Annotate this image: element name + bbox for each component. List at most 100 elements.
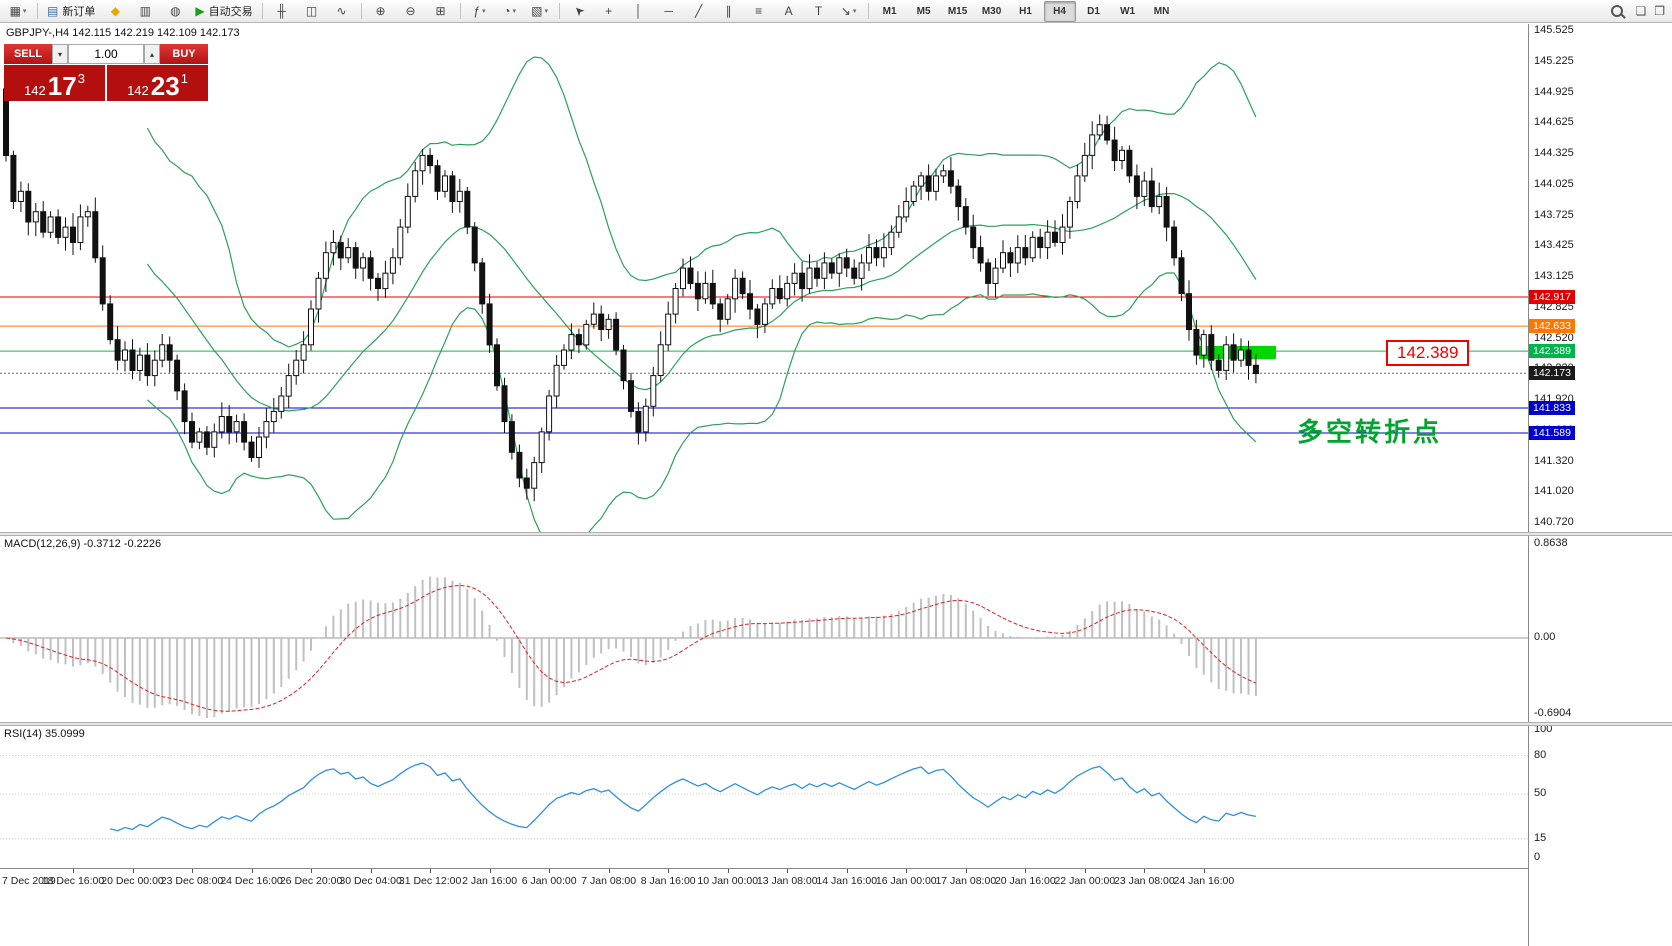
cursor-button[interactable]: ➤ bbox=[565, 1, 593, 22]
volume-increase-button[interactable]: ▴ bbox=[144, 44, 160, 64]
tf-m15-button[interactable]: M15 bbox=[942, 1, 974, 22]
time-axis-label: 20 Dec 00:00 bbox=[101, 875, 164, 887]
tf-h4-button[interactable]: H4 bbox=[1043, 0, 1076, 22]
price-axis[interactable]: 145.525 145.225 144.925 144.625 144.325 144.0… bbox=[1528, 24, 1672, 946]
symbol-ohlc-label: GBPJPY-,H4 142.115 142.219 142.109 142.1… bbox=[6, 27, 240, 39]
new-chart-button[interactable]: ▦ ▾ bbox=[4, 1, 32, 22]
crosshair-icon: + bbox=[605, 4, 613, 18]
templates-button[interactable]: ▧ ▾ bbox=[526, 1, 554, 22]
periods-button[interactable]: ◔ ▾ bbox=[496, 1, 524, 22]
time-axis-label: 30 Dec 04:00 bbox=[339, 875, 402, 887]
arrows-dropdown-icon[interactable]: ▾ bbox=[852, 8, 857, 15]
text-label-button[interactable]: T bbox=[805, 1, 833, 22]
tf-m1-button[interactable]: M1 bbox=[874, 1, 906, 22]
tf-d1-button[interactable]: D1 bbox=[1078, 1, 1110, 22]
rsi-axis-label: 15 bbox=[1534, 832, 1547, 844]
vertical-line-button[interactable]: │ bbox=[625, 1, 653, 22]
horizontal-line-button[interactable]: ─ bbox=[655, 1, 683, 22]
time-axis-tick bbox=[906, 869, 908, 873]
new-order-label: 新订单 bbox=[62, 6, 96, 18]
buy-price-display[interactable]: 142 23 1 bbox=[107, 65, 208, 101]
crosshair-button[interactable]: + bbox=[595, 1, 623, 22]
indicators-list-dropdown-icon[interactable]: ▾ bbox=[482, 8, 486, 15]
volume-decrease-button[interactable]: ▾ bbox=[52, 44, 68, 64]
arrows-button[interactable]: ↘ ▾ bbox=[835, 1, 863, 22]
price-axis-label: 143.425 bbox=[1534, 239, 1574, 252]
tf-m5-button[interactable]: M5 bbox=[908, 1, 940, 22]
rsi-axis-label: 100 bbox=[1534, 723, 1553, 735]
tf-w1-button[interactable]: W1 bbox=[1112, 1, 1144, 22]
time-axis-label: 20 Jan 16:00 bbox=[994, 875, 1056, 887]
time-axis-tick bbox=[311, 869, 313, 873]
volume-input[interactable] bbox=[68, 44, 144, 64]
window-cascade-icon[interactable]: ❏ bbox=[1635, 4, 1647, 18]
candlestick-chart[interactable] bbox=[0, 24, 1528, 551]
window-tile-icon[interactable]: ❐ bbox=[1654, 4, 1665, 18]
macd-panel[interactable] bbox=[0, 536, 1528, 727]
templates-dropdown-icon[interactable]: ▾ bbox=[544, 8, 548, 15]
time-axis-label: 8 Jan 16:00 bbox=[640, 875, 696, 887]
time-axis-tick bbox=[1025, 869, 1027, 873]
time-axis[interactable]: 7 Dec 2019 18 Dec 16:00 20 Dec 00:00 23 Dec… bbox=[0, 868, 1528, 946]
rsi-panel[interactable] bbox=[0, 726, 1528, 873]
tf-m5-label: M5 bbox=[916, 5, 931, 17]
toolbar-separator bbox=[558, 3, 560, 19]
mql5-community-icon: ◆ bbox=[110, 4, 120, 18]
tf-m30-button[interactable]: M30 bbox=[976, 1, 1008, 22]
turning-point-note[interactable]: 多空转折点 bbox=[1297, 417, 1443, 447]
time-axis-label: 17 Jan 08:00 bbox=[935, 875, 997, 887]
tf-h1-button[interactable]: H1 bbox=[1010, 1, 1042, 22]
new-chart-dropdown-icon[interactable]: ▾ bbox=[22, 8, 27, 15]
fibonacci-retracement-button[interactable]: ≡ bbox=[745, 1, 773, 22]
time-axis-label: 23 Jan 08:00 bbox=[1114, 875, 1175, 887]
search-icon[interactable] bbox=[1611, 5, 1624, 17]
bar-chart-mode-button[interactable]: ╫ bbox=[268, 1, 296, 22]
price-axis-label: 144.025 bbox=[1534, 177, 1574, 190]
text-button[interactable]: A bbox=[775, 1, 803, 22]
tf-d1-label: D1 bbox=[1087, 5, 1100, 17]
time-axis-tick bbox=[727, 869, 729, 873]
zoom-in-button[interactable]: ⊕ bbox=[367, 1, 395, 22]
tile-windows-button[interactable]: ⊞ bbox=[427, 1, 455, 22]
candlestick-mode-button[interactable]: ◫ bbox=[298, 1, 326, 22]
sell-price-display[interactable]: 142 17 3 bbox=[4, 65, 105, 101]
mql5-community-button[interactable]: ◆ bbox=[101, 1, 129, 22]
equidistant-channel-button[interactable]: ∥ bbox=[715, 1, 743, 22]
time-axis-tick bbox=[1144, 869, 1146, 873]
buy-price-big: 23 bbox=[150, 70, 180, 101]
indicators-list-button[interactable]: ƒ ▾ bbox=[466, 1, 494, 22]
candlestick-mode-icon: ◫ bbox=[305, 4, 318, 18]
toolbar-separator bbox=[459, 3, 461, 19]
price-axis-label: 142.520 bbox=[1534, 331, 1574, 344]
trendline-button[interactable]: ╱ bbox=[685, 1, 713, 22]
line-chart-mode-button[interactable]: ∿ bbox=[328, 1, 356, 22]
price-flag-annotation[interactable]: 142.389 bbox=[1386, 340, 1470, 366]
tf-w1-label: W1 bbox=[1120, 5, 1136, 17]
sell-button[interactable]: SELL bbox=[4, 44, 52, 64]
tf-mn-button[interactable]: MN bbox=[1146, 1, 1178, 22]
new-order-button[interactable]: ▤ 新订单 bbox=[43, 1, 99, 22]
buy-button[interactable]: BUY bbox=[160, 44, 208, 64]
data-window-button[interactable]: ◍ bbox=[161, 1, 189, 22]
zoom-out-icon: ⊖ bbox=[405, 4, 416, 18]
tf-m15-label: M15 bbox=[947, 5, 968, 17]
tf-mn-label: MN bbox=[1153, 5, 1170, 17]
time-axis-tick bbox=[608, 869, 610, 873]
auto-trading-button[interactable]: ▶ 自动交易 bbox=[191, 1, 256, 22]
indicators-list-icon: ƒ bbox=[473, 4, 481, 18]
zoom-out-button[interactable]: ⊖ bbox=[397, 1, 425, 22]
last-price-tag: 142.173 bbox=[1529, 366, 1575, 381]
periods-dropdown-icon[interactable]: ▾ bbox=[512, 8, 516, 15]
time-axis-tick bbox=[430, 869, 432, 873]
price-axis-label: 140.720 bbox=[1534, 516, 1574, 528]
market-watch-button[interactable]: ▥ bbox=[131, 1, 159, 22]
new-order-icon: ▤ bbox=[47, 4, 59, 18]
time-axis-label: 18 Dec 16:00 bbox=[41, 875, 105, 887]
tf-m30-label: M30 bbox=[981, 5, 1002, 17]
data-window-icon: ◍ bbox=[170, 4, 181, 18]
rsi-axis-label: 50 bbox=[1534, 787, 1547, 799]
price-axis-label: 144.925 bbox=[1534, 85, 1574, 98]
toolbar-separator bbox=[37, 3, 38, 19]
panel-splitter[interactable] bbox=[0, 722, 1672, 726]
panel-splitter[interactable] bbox=[0, 532, 1672, 536]
